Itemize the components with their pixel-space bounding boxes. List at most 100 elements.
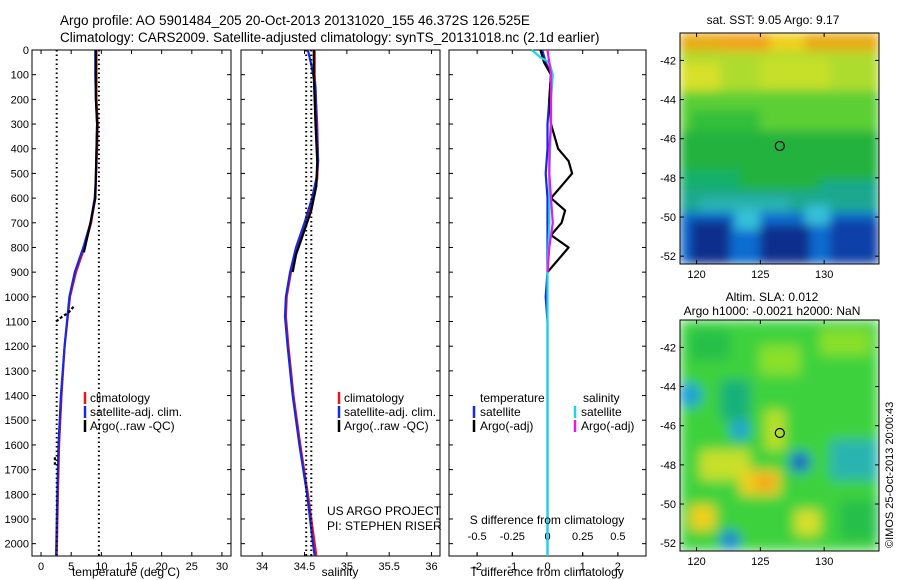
series-line-salinity-satellite [530,49,554,556]
legend-label-satellite: satellite-adj. clim. [90,405,182,419]
axis-ticks: 0 5 10 15 20 25 300100200300400500600700800900… [5,45,646,573]
x-tick-label: 36 [425,561,437,573]
y-tick-label: 1500 [5,415,29,427]
project-label: US ARGO PROJECT [327,504,442,518]
x-tick-label: 15 [125,561,137,573]
legend-group-salinity: salinity [583,391,620,405]
temperature-xlabel: temperature (deg C) [72,565,180,579]
imos-timestamp: ©IMOS 25-Oct-2013 20:00:43 [884,402,896,548]
y-tick-label: 1100 [5,317,29,329]
map-y-tick-label: -44 [660,95,676,107]
map-x-tick-label: 125 [751,269,769,281]
salinity-legend: climatology satellite-adj. clim. Argo(..… [337,391,436,433]
x-tick-label: 5 [68,561,74,573]
argo-position-marker [774,140,785,152]
x-tick-label: 1 [580,561,586,573]
map-y-tick-label: -46 [660,421,676,433]
series-line-argo-raw-qc- [82,50,99,253]
x-tick-label: 35.5 [378,561,399,573]
x-tick-label: 35 [341,561,353,573]
sla-map-axes: 120 125 130 -42 -44 -46 -48 -50 -52 [660,320,879,568]
map-y-tick-label: -44 [660,382,676,394]
temperature-legend: climatology satellite-adj. clim. Argo(..… [83,391,182,433]
y-tick-label: 1900 [5,514,29,526]
y-tick-label: 200 [11,94,29,106]
legend-label-argo: Argo(..raw -QC) [90,419,175,433]
series-line-argo-raw-qc- [291,50,319,273]
sst-map-title: sat. SST: 9.05 Argo: 9.17 [707,13,840,27]
s-diff-tick-label: 0.25 [572,531,593,543]
x-tick-label: 0 [38,561,44,573]
y-tick-label: 800 [11,242,29,254]
s-diff-tick-label: -0.5 [468,531,487,543]
legend-label-sal-argo: Argo(-adj) [581,419,634,433]
salinity-panel-frame [240,49,441,557]
figure-title-line1: Argo profile: AO 5901484_205 20-Oct-2013… [60,13,530,28]
x-tick-label: 2 [615,561,621,573]
difference-top-label: S difference from climatology [470,513,625,527]
series-line-satellite-adj-clim- [55,50,99,557]
sst-map-frame [679,32,880,265]
difference-xlabel: T difference from climatology [470,565,624,579]
series-line-climatology [55,50,99,557]
y-tick-label: 0 [23,45,29,57]
sla-map-title: Altim. SLA: 0.012 [726,290,819,304]
legend-label-temp-satellite: satellite [480,405,521,419]
series-line-salinity-argo-adj- [546,49,554,273]
y-tick-label: 1700 [5,465,29,477]
map-x-tick-label: 120 [687,269,705,281]
legend-label-satellite: satellite-adj. clim. [344,405,436,419]
series-line-climatology [284,50,320,557]
salinity-xlabel: salinity [322,565,359,579]
y-tick-label: 100 [11,70,29,82]
y-tick-label: 2000 [5,539,29,551]
map-y-tick-label: -52 [660,538,676,550]
map-y-tick-label: -46 [660,134,676,146]
x-tick-label: 30 [216,561,228,573]
y-tick-label: 500 [11,168,29,180]
x-tick-label: -1 [507,561,517,573]
x-tick-label: 34.5 [294,561,315,573]
difference-legend: temperature satellite Argo(-adj) salinit… [472,391,634,433]
figure-title-line2: Climatology: CARS2009. Satellite-adjuste… [60,30,600,45]
map-y-tick-label: -42 [660,55,676,67]
map-x-tick-label: 130 [815,556,833,568]
y-tick-label: 1000 [5,292,29,304]
x-tick-label: 0 [544,561,550,573]
x-tick-label: 25 [186,561,198,573]
y-tick-label: 1400 [5,391,29,403]
legend-label-climatology: climatology [344,391,404,405]
map-x-tick-label: 125 [751,556,769,568]
y-tick-label: 1600 [5,440,29,452]
map-y-tick-label: -50 [660,499,676,511]
x-tick-label: 20 [156,561,168,573]
series-line-argo-raw-bad [55,305,75,323]
sst-heatmap [680,33,879,264]
y-tick-label: 600 [11,193,29,205]
pi-label: PI: STEPHEN RISER [327,519,442,533]
legend-group-temperature: temperature [480,391,545,405]
y-tick-label: 1800 [5,489,29,501]
series-line-satellite-adj-clim- [283,49,320,557]
profile-series [53,49,574,557]
y-tick-label: 400 [11,144,29,156]
legend-label-climatology: climatology [90,391,150,405]
x-tick-label: 10 [95,561,107,573]
sla-map-frame [679,319,880,552]
x-tick-label: 34 [256,561,268,573]
s-diff-tick-label: -0.25 [500,531,525,543]
sla-heatmap [680,320,879,551]
y-tick-label: 1200 [5,341,29,353]
legend-label-temp-argo: Argo(-adj) [480,419,533,433]
temperature-panel-frame [31,49,232,557]
y-tick-label: 700 [11,218,29,230]
s-diff-tick-label: 0.5 [610,531,625,543]
argo-position-marker [774,427,785,439]
map-y-tick-label: -42 [660,342,676,354]
x-tick-label: -2 [472,561,482,573]
y-tick-label: 300 [11,119,29,131]
map-y-tick-label: -50 [660,212,676,224]
series-line-temperature-argo-adj- [539,49,574,273]
sst-map-axes: 120 125 130 -42 -44 -46 -48 -50 -52 [660,33,879,281]
